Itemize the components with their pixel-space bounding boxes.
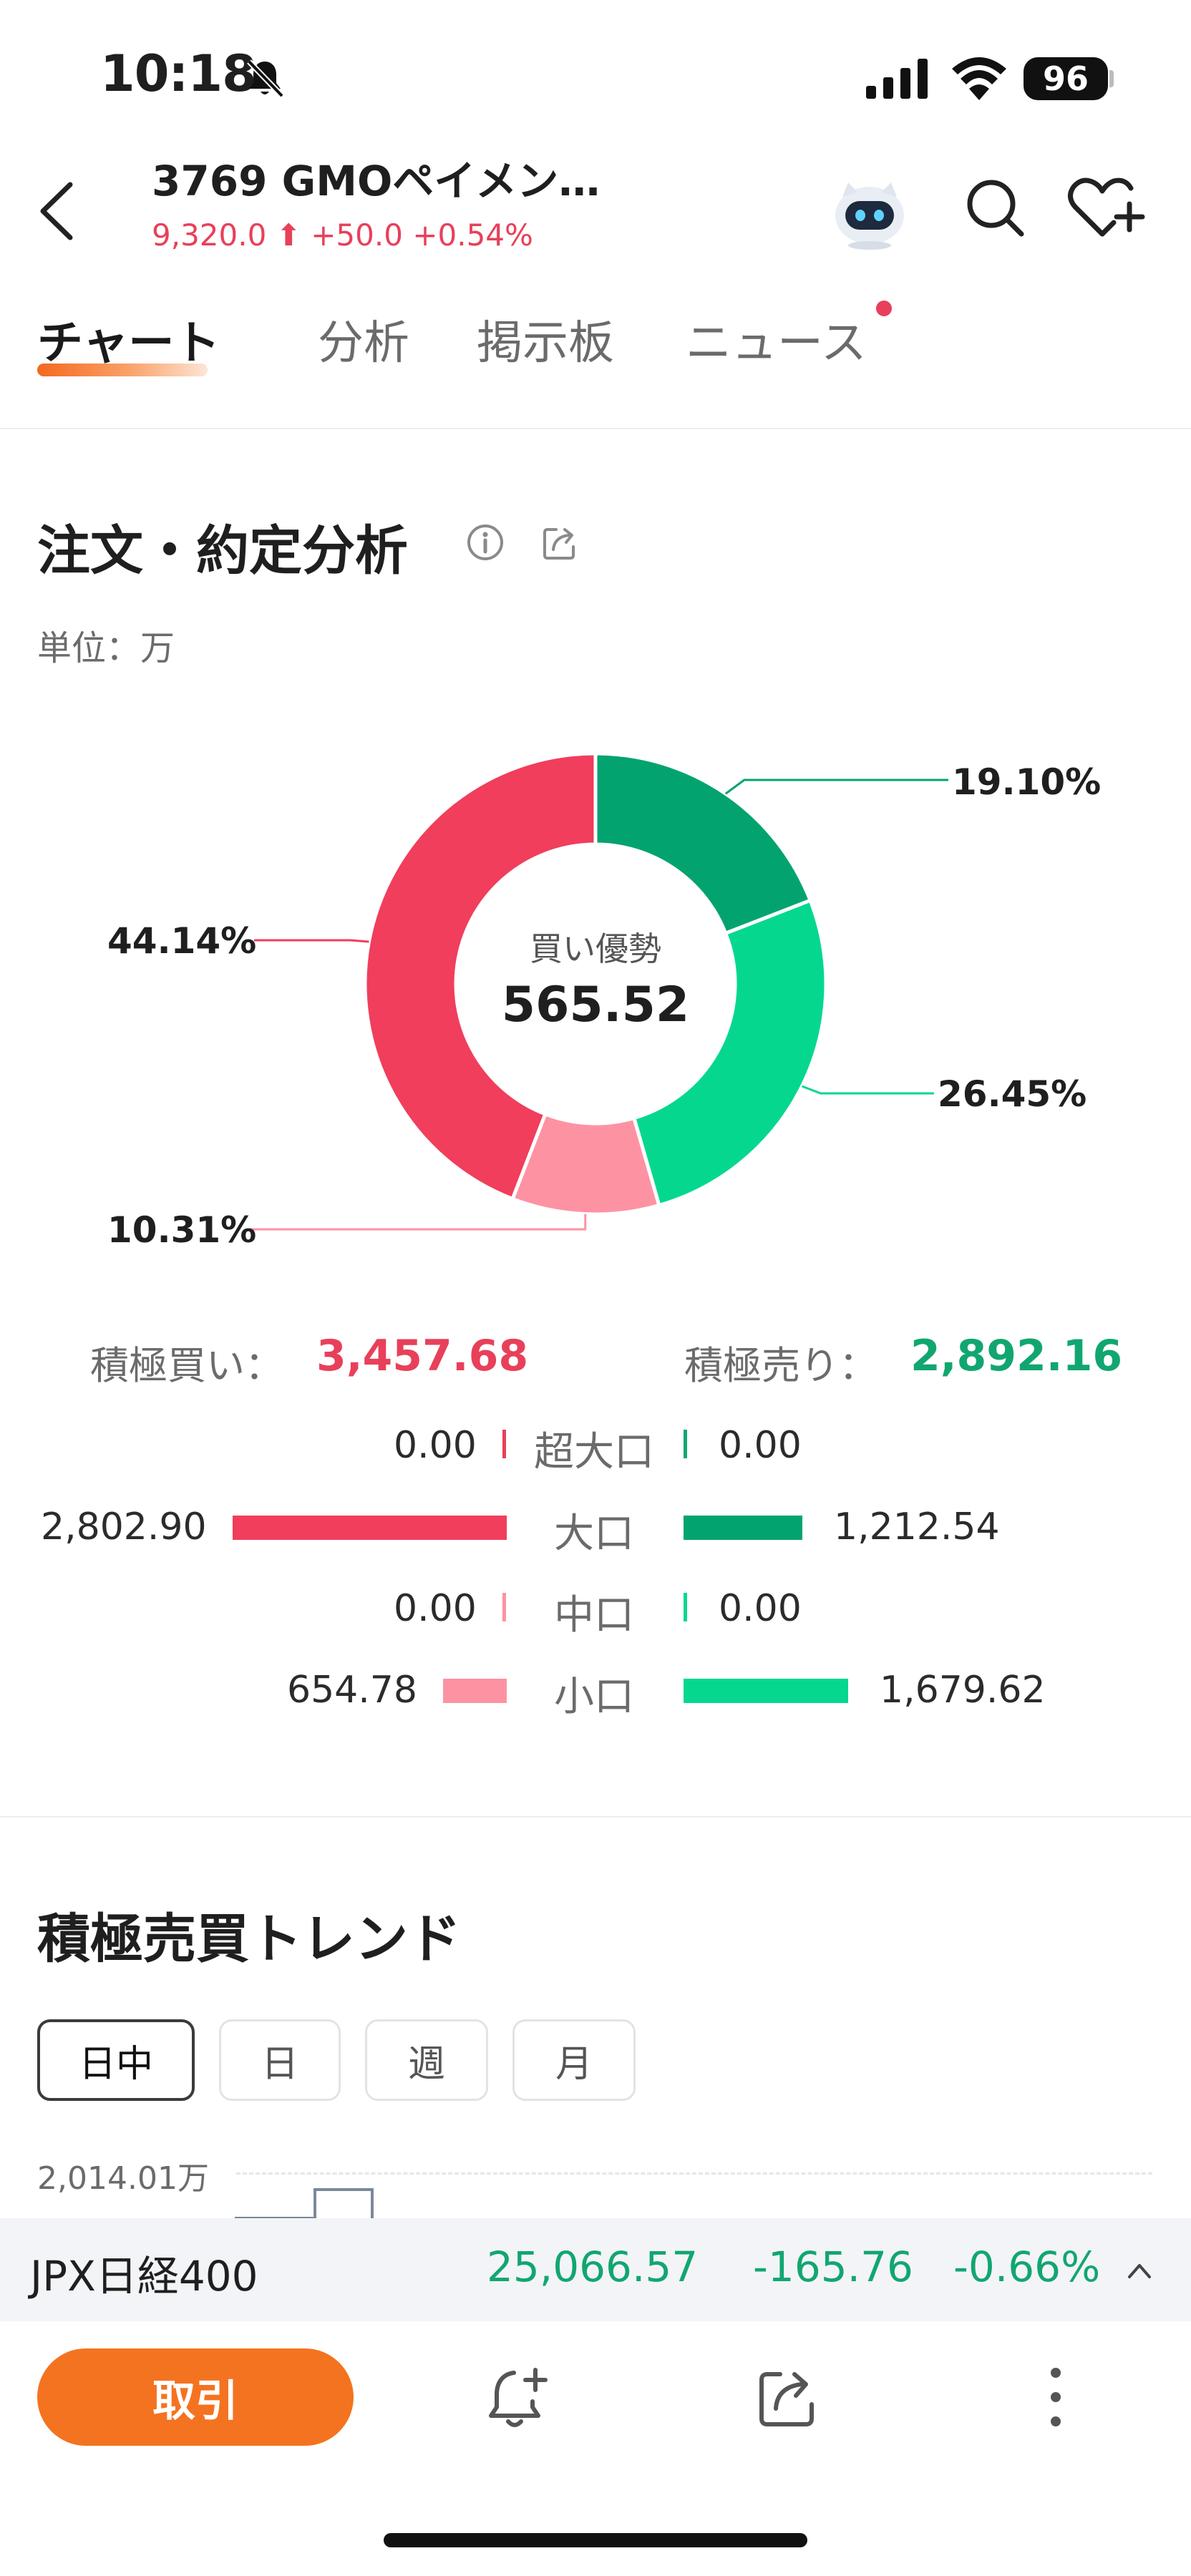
period-tab-week[interactable]: 週 bbox=[365, 2019, 488, 2101]
period-tab-day[interactable]: 日 bbox=[219, 2019, 341, 2101]
row-buy-bar bbox=[443, 1679, 507, 1703]
leader-line bbox=[801, 1085, 934, 1095]
row-buy-tick bbox=[502, 1593, 506, 1621]
index-name: JPX日経400 bbox=[30, 2252, 258, 2301]
row-buy-value: 2,802.90 bbox=[41, 1506, 207, 1548]
more-icon[interactable] bbox=[1034, 2361, 1077, 2433]
index-change: -165.76 bbox=[753, 2243, 913, 2291]
stock-title: 3769 GMOペイメン… bbox=[152, 157, 601, 205]
bell-plus-icon[interactable] bbox=[481, 2361, 553, 2433]
row-buy-value: 654.78 bbox=[287, 1669, 417, 1712]
index-value: 25,066.57 bbox=[487, 2243, 699, 2291]
donut-slice-small-sell bbox=[631, 898, 828, 1208]
slice-label-small-sell: 26.45% bbox=[938, 1073, 1087, 1115]
row-label: 大口 bbox=[554, 1511, 634, 1557]
row-label: 中口 bbox=[554, 1592, 634, 1639]
buy-total-value: 3,457.68 bbox=[316, 1331, 529, 1381]
row-sell-bar bbox=[684, 1516, 802, 1540]
row-buy-bar bbox=[233, 1516, 507, 1540]
section-title-trend: 積極売買トレンド bbox=[37, 1908, 461, 1970]
donut-slice-large-sell bbox=[593, 751, 813, 936]
row-sell-value: 1,679.62 bbox=[880, 1669, 1046, 1712]
section-title-order-analysis: 注文・約定分析 bbox=[37, 520, 408, 582]
leader-line bbox=[724, 779, 948, 795]
buy-total-label: 積極買い： bbox=[90, 1343, 283, 1388]
tab-board[interactable]: 掲示板 bbox=[477, 317, 614, 370]
trade-button[interactable]: 取引 bbox=[37, 2348, 354, 2446]
wifi-icon bbox=[952, 57, 1006, 100]
donut-center-value: 565.52 bbox=[501, 977, 690, 1033]
sell-total-value: 2,892.16 bbox=[910, 1331, 1123, 1381]
tab-analysis[interactable]: 分析 bbox=[318, 317, 409, 370]
row-sell-value: 0.00 bbox=[719, 1424, 802, 1467]
row-sell-bar bbox=[684, 1679, 848, 1703]
stock-price-line: 9,320.0 ⬆ +50.0 +0.54% bbox=[152, 218, 533, 253]
robot-icon[interactable] bbox=[827, 168, 913, 254]
row-buy-value: 0.00 bbox=[394, 1587, 477, 1630]
search-icon[interactable] bbox=[963, 175, 1027, 240]
row-sell-value: 1,212.54 bbox=[834, 1506, 1000, 1548]
row-label: 超大口 bbox=[534, 1429, 654, 1475]
stock-price: 9,320.0 bbox=[152, 218, 267, 253]
tab-chart[interactable]: チャート bbox=[37, 317, 220, 370]
row-label: 小口 bbox=[554, 1674, 634, 1720]
home-indicator bbox=[384, 2533, 807, 2547]
back-icon[interactable] bbox=[36, 179, 79, 243]
sell-total-label: 積極売り： bbox=[684, 1343, 878, 1388]
row-sell-value: 0.00 bbox=[719, 1587, 802, 1630]
row-buy-value: 0.00 bbox=[394, 1424, 477, 1467]
stock-change: +50.0 bbox=[311, 218, 403, 253]
stock-change-pct: +0.54% bbox=[412, 218, 533, 253]
signal-icon bbox=[866, 59, 928, 99]
leader-line bbox=[247, 1214, 587, 1231]
bell-muted-icon bbox=[247, 59, 284, 98]
arrow-up-icon: ⬆ bbox=[276, 218, 301, 253]
trend-gridline bbox=[236, 2172, 1152, 2175]
trend-axis-top-label: 2,014.01万 bbox=[37, 2160, 209, 2197]
battery-indicator: 96 bbox=[1024, 57, 1108, 100]
header-divider bbox=[0, 428, 1191, 429]
row-sell-tick bbox=[684, 1593, 687, 1621]
donut-slice-large-buy bbox=[363, 751, 598, 1201]
battery-tip bbox=[1109, 70, 1114, 87]
index-change-pct: -0.66% bbox=[953, 2243, 1101, 2291]
slice-label-small-buy: 10.31% bbox=[107, 1209, 257, 1251]
index-ticker-bar[interactable] bbox=[0, 2218, 1191, 2321]
share-icon[interactable] bbox=[540, 522, 580, 562]
row-buy-tick bbox=[502, 1430, 506, 1458]
row-sell-tick bbox=[684, 1430, 687, 1458]
slice-label-large-sell: 19.10% bbox=[952, 761, 1102, 803]
donut-center-label: 買い優勢 bbox=[530, 930, 661, 968]
status-time: 10:18 bbox=[100, 44, 257, 103]
info-icon[interactable] bbox=[465, 522, 505, 562]
section-divider bbox=[0, 1816, 1191, 1818]
unit-label: 単位：万 bbox=[37, 628, 175, 668]
slice-label-large-buy: 44.14% bbox=[107, 920, 257, 962]
period-tab-intraday[interactable]: 日中 bbox=[37, 2019, 195, 2101]
heart-plus-icon[interactable] bbox=[1066, 175, 1145, 240]
chevron-up-icon[interactable] bbox=[1125, 2260, 1154, 2281]
tab-news[interactable]: ニュース bbox=[686, 317, 867, 370]
period-tab-month[interactable]: 月 bbox=[512, 2019, 636, 2101]
leader-line bbox=[254, 939, 369, 943]
donut-chart bbox=[247, 751, 948, 1231]
tab-active-indicator bbox=[37, 364, 208, 376]
news-notification-dot bbox=[876, 301, 892, 316]
share-icon[interactable] bbox=[752, 2361, 823, 2433]
